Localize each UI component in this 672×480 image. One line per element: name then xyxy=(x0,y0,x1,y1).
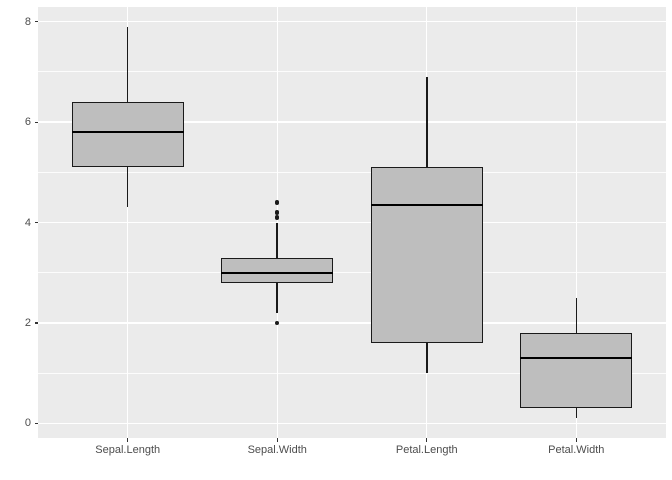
whisker-upper-petal-length xyxy=(426,76,428,168)
y-tick-label: 6 xyxy=(24,116,31,129)
y-tick-label: 0 xyxy=(24,417,31,430)
median-line-sepal-length xyxy=(71,130,184,134)
outlier-dot-sepal-width xyxy=(275,215,280,220)
y-tick-label: 4 xyxy=(24,216,31,229)
whisker-upper-petal-width xyxy=(575,297,578,333)
gridline-minor-y xyxy=(38,272,666,274)
box-sepal-length xyxy=(71,101,184,168)
outlier-dot-sepal-width xyxy=(275,210,280,215)
plot-panel xyxy=(38,7,666,438)
y-tick-label: 8 xyxy=(24,15,31,28)
whisker-lower-sepal-length xyxy=(126,167,129,208)
gridline-major-x xyxy=(575,7,577,438)
median-line-petal-length xyxy=(370,203,483,207)
x-tick-mark xyxy=(575,438,577,442)
median-line-petal-width xyxy=(520,356,633,360)
outlier-dot-sepal-width xyxy=(275,200,280,205)
gridline-major-x xyxy=(127,7,129,438)
box-petal-length xyxy=(370,167,483,344)
box-sepal-width xyxy=(221,257,334,283)
x-tick-mark xyxy=(276,438,278,442)
x-tick-mark xyxy=(127,438,129,442)
gridline-major-y xyxy=(38,322,666,324)
gridline-major-y xyxy=(38,121,666,123)
x-tick-label: Petal.Width xyxy=(548,444,605,456)
whisker-lower-sepal-width xyxy=(276,282,278,313)
x-tick-mark xyxy=(426,438,428,442)
gridline-minor-y xyxy=(38,372,666,374)
y-tick-label: 2 xyxy=(24,316,31,329)
x-tick-label: Sepal.Width xyxy=(247,444,307,456)
gridline-major-y xyxy=(38,221,666,224)
gridline-major-y xyxy=(38,20,666,23)
gridline-minor-y xyxy=(38,171,666,173)
x-tick-label: Petal.Length xyxy=(395,444,458,456)
box-petal-width xyxy=(520,333,633,409)
gridline-major-y xyxy=(38,422,666,425)
gridline-minor-y xyxy=(38,71,666,73)
whisker-upper-sepal-width xyxy=(276,222,278,258)
whisker-lower-petal-width xyxy=(575,408,578,419)
median-line-sepal-width xyxy=(221,271,334,274)
x-tick-label: Sepal.Length xyxy=(95,444,161,456)
whisker-upper-sepal-length xyxy=(126,26,129,102)
whisker-lower-petal-length xyxy=(426,343,428,374)
outlier-dot-sepal-width xyxy=(275,320,280,326)
